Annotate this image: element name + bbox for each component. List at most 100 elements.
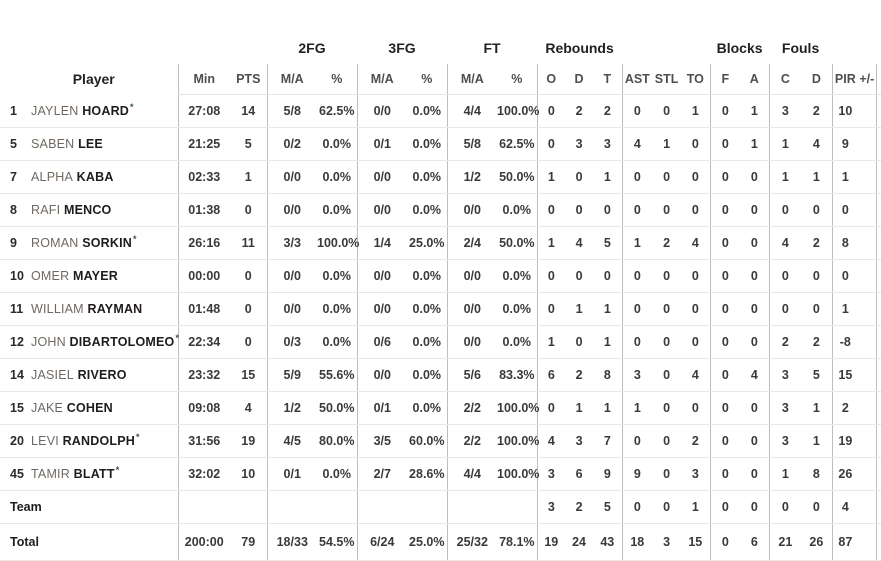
stat-plusminus: [858, 325, 877, 359]
player-name-cell[interactable]: 5 SABEN LEE: [0, 127, 178, 161]
player-row: 11 WILLIAM RAYMAN 01:48 0 0/0 0.0% 0/0 0.0% 0/0 0…: [0, 292, 881, 326]
player-row: 1 JAYLEN HOARD* 27:08 14 5/8 62.5% 0/0 0.0% 4/4 1…: [0, 94, 881, 128]
stat-2fg-ma: 4/5: [266, 424, 317, 458]
col-header-pir: PIR: [831, 64, 859, 95]
stat-2fg-ma: 0/1: [266, 457, 317, 491]
player-column-header: Player: [72, 70, 115, 87]
stat-stl: 0: [652, 325, 682, 359]
player-number: 10: [10, 269, 24, 283]
player-last-name: BLATT: [73, 467, 115, 481]
stat-2fg-pct: 55.6%: [317, 358, 358, 392]
stat-3fg-ma: 1/4: [356, 226, 408, 260]
player-name-cell[interactable]: 10 OMER MAYER: [0, 259, 178, 293]
stat-foul-c: 0: [768, 292, 802, 326]
stat-3fg-pct: 0.0%: [407, 127, 448, 161]
col-header-pts: PTS: [230, 64, 267, 95]
player-row: 14 JASIEL RIVERO 23:32 15 5/9 55.6% 0/0 0.0% 5/6…: [0, 358, 881, 392]
stat-min: 00:00: [177, 259, 230, 293]
stat-reb-t: 8: [593, 358, 623, 392]
stat-blk-a: 0: [740, 193, 770, 227]
stat-min: 32:02: [177, 457, 230, 491]
stat-ft-pct: 0.0%: [497, 325, 538, 359]
player-number: 9: [10, 236, 17, 250]
stat-pts: [230, 490, 267, 524]
stat-min: 200:00: [177, 523, 230, 561]
stat-pts: 14: [230, 94, 267, 128]
group-header-fouls: Fouls: [781, 40, 820, 56]
stat-ft-ma: 0/0: [446, 259, 498, 293]
stat-ft-ma: 2/4: [446, 226, 498, 260]
player-name-cell[interactable]: 15 JAKE COHEN: [0, 391, 178, 425]
stat-pts: 0: [230, 259, 267, 293]
stat-3fg-pct: [407, 490, 448, 524]
stat-reb-t: 0: [593, 259, 623, 293]
stat-3fg-ma: 6/24: [356, 523, 408, 561]
stat-2fg-pct: 0.0%: [317, 259, 358, 293]
stat-reb-t: 7: [593, 424, 623, 458]
stat-reb-t: 2: [593, 94, 623, 128]
stat-foul-d: 1: [801, 424, 833, 458]
stat-reb-t: 1: [593, 325, 623, 359]
stat-foul-c: 1: [768, 457, 802, 491]
stat-reb-d: 1: [565, 391, 594, 425]
stat-ft-pct: 100.0%: [497, 457, 539, 491]
player-name-cell[interactable]: 7 ALPHA KABA: [0, 160, 178, 194]
stat-to: 0: [681, 127, 711, 161]
group-header-2fg: 2FG: [298, 40, 326, 56]
stat-plusminus: [858, 391, 877, 425]
stat-2fg-ma: 1/2: [266, 391, 317, 425]
stat-blk-f: 0: [709, 259, 741, 293]
stat-2fg-ma: 3/3: [266, 226, 317, 260]
stat-reb-o: 3: [536, 457, 566, 491]
stat-foul-d: 2: [801, 94, 833, 128]
stat-blk-f: 0: [709, 127, 741, 161]
player-first-name: ROMAN: [31, 236, 83, 250]
player-name-cell[interactable]: 12 JOHN DIBARTOLOMEO*: [0, 325, 179, 359]
stat-2fg-pct: [317, 490, 358, 524]
row-label-cell: Total: [0, 523, 178, 561]
stat-blk-f: 0: [709, 325, 741, 359]
stat-plusminus: [858, 457, 877, 491]
row-label: Team: [10, 500, 42, 514]
stat-2fg-ma: [266, 490, 317, 524]
stat-reb-d: 2: [565, 94, 594, 128]
stat-2fg-ma: 0/0: [266, 160, 317, 194]
stat-to: 1: [681, 490, 711, 524]
stat-3fg-pct: 0.0%: [407, 292, 448, 326]
col-header-stl: STL: [652, 64, 682, 95]
player-name-cell[interactable]: 14 JASIEL RIVERO: [0, 358, 178, 392]
col-header-blk-a: A: [740, 64, 770, 95]
stat-2fg-pct: 100.0%: [317, 226, 359, 260]
stat-blk-f: 0: [709, 358, 741, 392]
player-number: 14: [10, 368, 24, 382]
player-last-name: KABA: [76, 170, 114, 184]
stat-reb-o: 19: [536, 523, 566, 561]
stat-blk-a: 0: [740, 226, 770, 260]
spacer: [876, 226, 881, 260]
stat-pts: 4: [230, 391, 267, 425]
stat-2fg-pct: 80.0%: [317, 424, 358, 458]
player-name-cell[interactable]: 11 WILLIAM RAYMAN: [0, 292, 178, 326]
stat-2fg-pct: 50.0%: [317, 391, 358, 425]
player-name-cell[interactable]: 1 JAYLEN HOARD*: [0, 94, 178, 128]
stat-to: 0: [681, 259, 711, 293]
player-name-cell[interactable]: 45 TAMIR BLATT*: [0, 457, 178, 491]
player-name-cell[interactable]: 9 ROMAN SORKIN*: [0, 226, 178, 260]
stat-reb-t: 5: [593, 490, 623, 524]
player-name-cell[interactable]: 20 LEVI RANDOLPH*: [0, 424, 178, 458]
stat-to: 0: [681, 391, 711, 425]
player-first-name: ALPHA: [31, 170, 77, 184]
stat-blk-f: 0: [709, 292, 741, 326]
stat-blk-a: 0: [740, 292, 770, 326]
stat-ft-pct: 0.0%: [497, 259, 538, 293]
stat-plusminus: [858, 226, 877, 260]
col-header-min: Min: [177, 64, 230, 95]
stat-reb-o: 0: [536, 259, 566, 293]
stat-3fg-pct: 25.0%: [407, 523, 448, 561]
player-name-cell[interactable]: 8 RAFI MENCO: [0, 193, 178, 227]
stat-stl: 0: [652, 457, 682, 491]
player-row: 9 ROMAN SORKIN* 26:16 11 3/3 100.0% 1/4 25.0% 2/…: [0, 226, 881, 260]
stat-blk-a: 1: [740, 127, 770, 161]
stat-to: 0: [681, 292, 711, 326]
stat-min: [177, 490, 230, 524]
